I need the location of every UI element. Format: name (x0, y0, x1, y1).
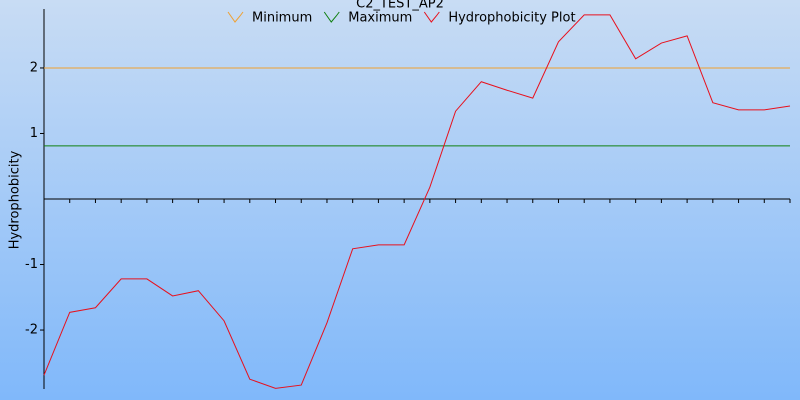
legend-label: Minimum (252, 11, 312, 26)
legend-label: Maximum (348, 11, 412, 26)
legend-icon (423, 11, 440, 23)
y-axis-label: Hydrophobicity (8, 150, 23, 249)
chart-title: C2_TEST_AP2 (356, 0, 444, 12)
y-tick-label: 2 (30, 60, 38, 75)
y-tick-label: -1 (25, 257, 38, 272)
legend-icon (227, 11, 244, 23)
legend-label: Hydrophobicity Plot (448, 11, 575, 26)
data-line (43, 14, 791, 389)
y-tick-label: -2 (25, 323, 38, 338)
y-tick-label: 1 (30, 126, 38, 141)
legend-icon (323, 11, 340, 23)
